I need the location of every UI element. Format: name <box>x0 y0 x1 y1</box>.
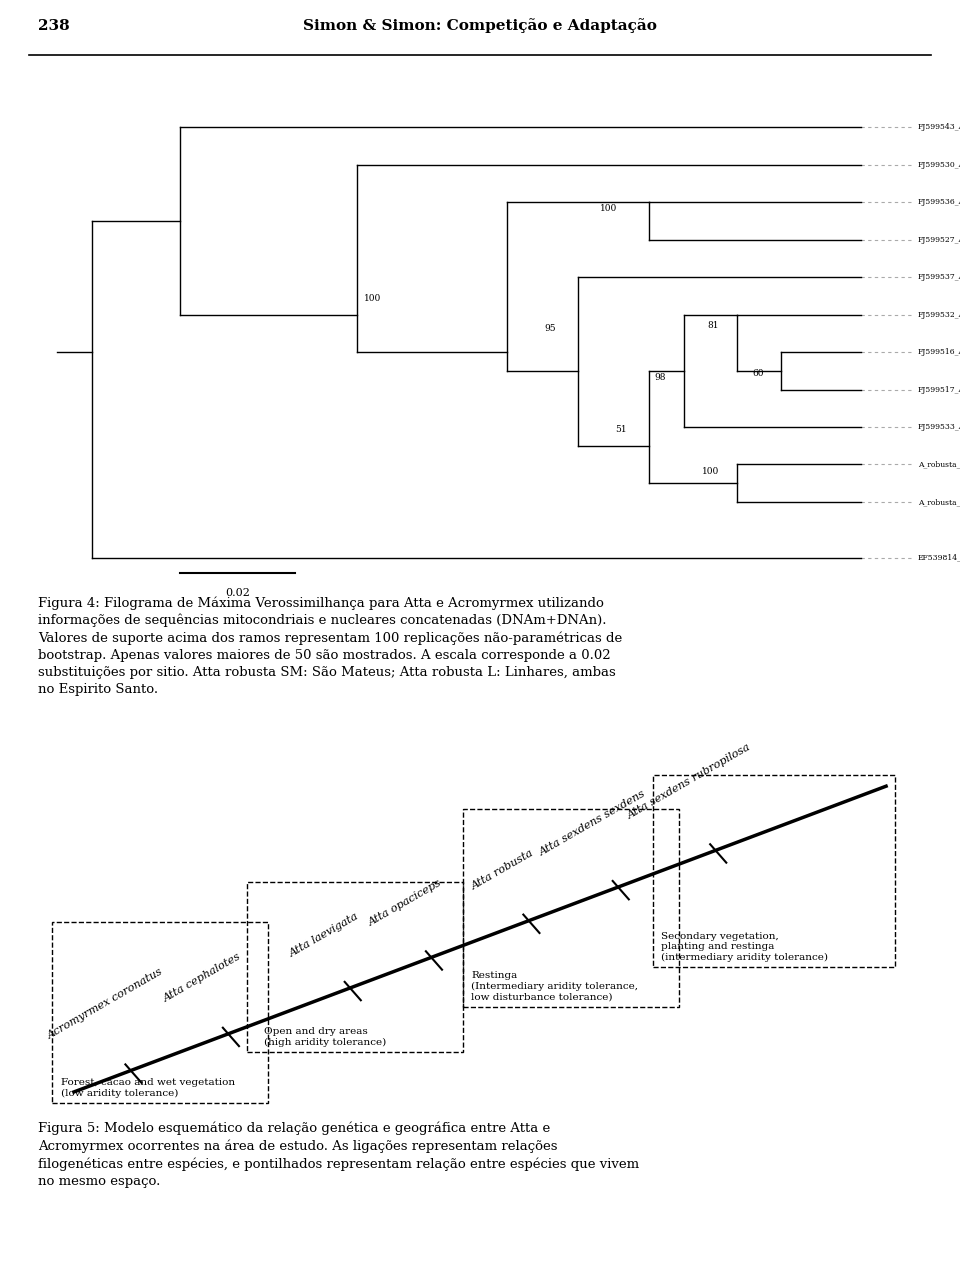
Text: 0.02: 0.02 <box>226 588 251 599</box>
Text: Atta sexdens rubropilosa: Atta sexdens rubropilosa <box>626 742 753 820</box>
Text: A_robusta_L_ES: A_robusta_L_ES <box>918 497 960 506</box>
Text: Atta cephalotes: Atta cephalotes <box>162 951 243 1004</box>
Text: Secondary vegetation,
planting and restinga
(intermediary aridity tolerance): Secondary vegetation, planting and resti… <box>661 932 828 962</box>
Text: Forest, cacao and wet vegetation
(low aridity tolerance): Forest, cacao and wet vegetation (low ar… <box>61 1078 235 1097</box>
Text: FJ599533_A_sexlens_s: FJ599533_A_sexlens_s <box>918 423 960 431</box>
Text: 98: 98 <box>655 373 666 382</box>
Text: EF539814_Trachymyrmex_septentrio: EF539814_Trachymyrmex_septentrio <box>918 554 960 563</box>
Text: Open and dry areas
(high aridity tolerance): Open and dry areas (high aridity toleran… <box>264 1027 386 1046</box>
Text: Acromyrmex coronatus: Acromyrmex coronatus <box>45 967 164 1041</box>
Text: FJ599516_A_sexlens_r: FJ599516_A_sexlens_r <box>918 347 960 356</box>
Text: 51: 51 <box>614 426 627 435</box>
Text: Atta laevigata: Atta laevigata <box>288 910 361 959</box>
Text: FJ599537_A_opaciceps: FJ599537_A_opaciceps <box>918 273 960 281</box>
Text: Figura 5: Modelo esquemático da relação genética e geográfica entre Atta e
Acrom: Figura 5: Modelo esquemático da relação … <box>38 1122 639 1187</box>
Text: 95: 95 <box>544 324 556 333</box>
Text: 81: 81 <box>708 320 719 329</box>
Text: FJ599527_A_laevigata: FJ599527_A_laevigata <box>918 236 960 244</box>
Text: FJ599517_A_sexlens_r: FJ599517_A_sexlens_r <box>918 386 960 394</box>
Text: Atta sexdens sexdens: Atta sexdens sexdens <box>538 788 647 858</box>
Text: FJ599532_A_sexlens_s: FJ599532_A_sexlens_s <box>918 310 960 319</box>
Text: 100: 100 <box>364 295 381 304</box>
Text: 60: 60 <box>752 369 763 378</box>
Text: Atta opaciceps: Atta opaciceps <box>367 878 444 928</box>
Text: Restinga
(Intermediary aridity tolerance,
low disturbance tolerance): Restinga (Intermediary aridity tolerance… <box>471 972 638 1001</box>
Text: A_robusta_SM_ES: A_robusta_SM_ES <box>918 460 960 468</box>
Text: FJ599530_A_cephalotes: FJ599530_A_cephalotes <box>918 160 960 169</box>
Text: 100: 100 <box>702 467 719 476</box>
Text: 100: 100 <box>600 204 617 213</box>
Text: Simon & Simon: Competição e Adaptação: Simon & Simon: Competição e Adaptação <box>303 18 657 33</box>
Text: Atta robusta: Atta robusta <box>470 847 536 891</box>
Text: FJ599543_Ac_coronatus: FJ599543_Ac_coronatus <box>918 123 960 131</box>
Text: FJ599536_A_laevigata: FJ599536_A_laevigata <box>918 199 960 206</box>
Text: 238: 238 <box>38 19 70 33</box>
Text: Figura 4: Filograma de Máxima Verossimilhança para Atta e Acromyrmex utilizando
: Figura 4: Filograma de Máxima Verossimil… <box>38 596 623 696</box>
